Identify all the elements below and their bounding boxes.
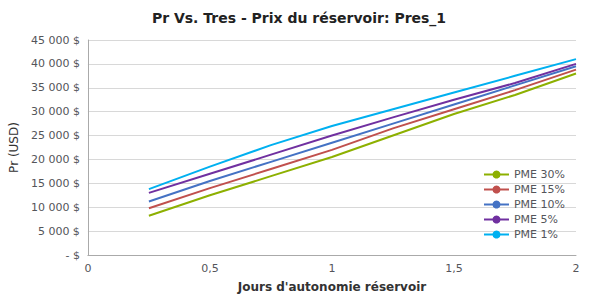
svg-text:10 000 $: 10 000 $ [31,201,80,214]
svg-text:- $: - $ [65,249,79,262]
svg-text:45 000 $: 45 000 $ [31,34,80,47]
svg-text:0: 0 [84,262,91,275]
svg-text:35 000 $: 35 000 $ [31,81,80,94]
svg-text:40 000 $: 40 000 $ [31,57,80,70]
svg-text:1,5: 1,5 [445,262,463,275]
svg-text:Jours d'autonomie réservoir: Jours d'autonomie réservoir [237,280,427,294]
svg-text:PME 10%: PME 10% [514,198,565,211]
svg-text:15 000 $: 15 000 $ [31,177,80,190]
svg-text:1: 1 [328,262,335,275]
svg-text:2: 2 [573,262,580,275]
svg-text:Pr Vs. Tres - Prix du réservoi: Pr Vs. Tres - Prix du réservoir: Pres_1 [152,10,446,27]
svg-text:PME 30%: PME 30% [514,168,565,181]
svg-text:25 000 $: 25 000 $ [31,129,80,142]
svg-text:5 000 $: 5 000 $ [38,225,80,238]
svg-text:0,5: 0,5 [201,262,219,275]
svg-text:PME 15%: PME 15% [514,183,565,196]
svg-text:PME 1%: PME 1% [514,228,558,241]
svg-text:30 000 $: 30 000 $ [31,105,80,118]
svg-text:PME 5%: PME 5% [514,213,558,226]
svg-text:20 000 $: 20 000 $ [31,153,80,166]
svg-text:Pr (USD): Pr (USD) [7,122,21,173]
